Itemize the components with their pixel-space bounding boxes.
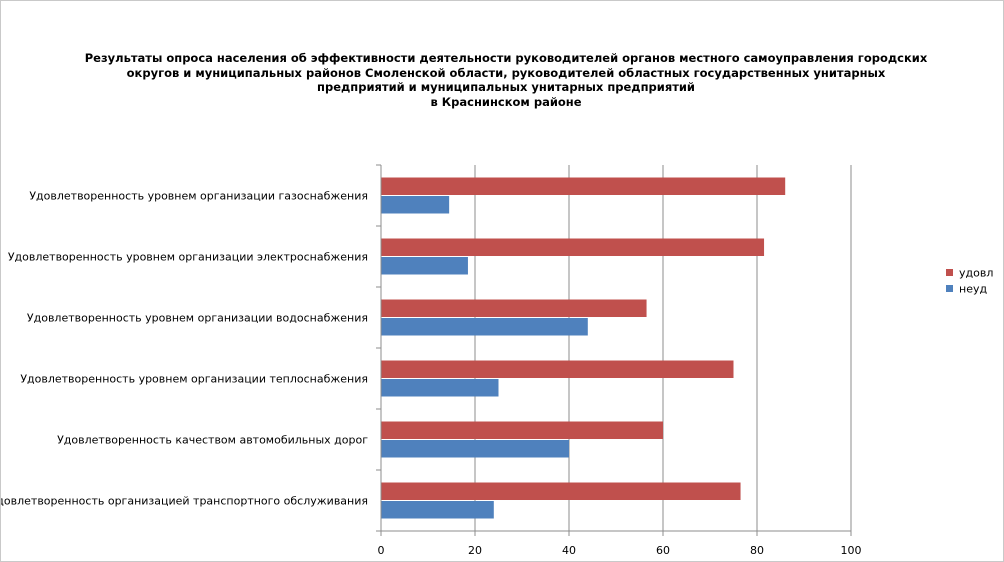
bar-neud-6 — [381, 501, 494, 519]
category-label-3: Удовлетворенность уровнем организации во… — [27, 312, 368, 325]
bar-neud-1 — [381, 196, 450, 214]
bar-udovl-2 — [381, 238, 765, 256]
bar-udovl-6 — [381, 482, 741, 500]
bar-neud-4 — [381, 379, 499, 397]
bar-neud-2 — [381, 257, 468, 275]
legend-label-udovl: удовл — [959, 267, 993, 280]
bar-udovl-5 — [381, 421, 663, 439]
legend-label-neud: неуд — [959, 283, 987, 296]
chart-title-line-4: в Краснинском районе — [430, 94, 582, 109]
chart-title-line-3: предприятий и муниципальных унитарных пр… — [317, 80, 695, 94]
x-tick-label-100: 100 — [841, 544, 862, 557]
category-label-2: Удовлетворенность уровнем организации эл… — [8, 251, 368, 264]
bar-neud-3 — [381, 318, 588, 336]
bar-udovl-1 — [381, 177, 786, 195]
legend-swatch-udovl — [946, 269, 953, 276]
x-tick-label-40: 40 — [562, 544, 576, 557]
category-label-1: Удовлетворенность уровнем организации га… — [29, 190, 368, 203]
x-tick-label-80: 80 — [750, 544, 764, 557]
chart-title: Результаты опроса населения об эффективн… — [81, 51, 931, 109]
x-tick-label-0: 0 — [378, 544, 385, 557]
legend-swatch-neud — [946, 285, 953, 292]
x-tick-label-20: 20 — [468, 544, 482, 557]
chart-title-line-2: округов и муниципальных районов Смоленск… — [126, 65, 886, 80]
category-label-4: Удовлетворенность уровнем организации те… — [20, 373, 368, 386]
bar-neud-5 — [381, 440, 569, 458]
chart-title-line-1: Результаты опроса населения об эффективн… — [84, 51, 928, 65]
bar-udovl-3 — [381, 299, 647, 317]
x-tick-label-60: 60 — [656, 544, 670, 557]
category-label-6: Удовлетворенность организацией транспорт… — [1, 495, 368, 508]
bar-udovl-4 — [381, 360, 734, 378]
category-label-5: Удовлетворенность качеством автомобильны… — [57, 434, 368, 447]
